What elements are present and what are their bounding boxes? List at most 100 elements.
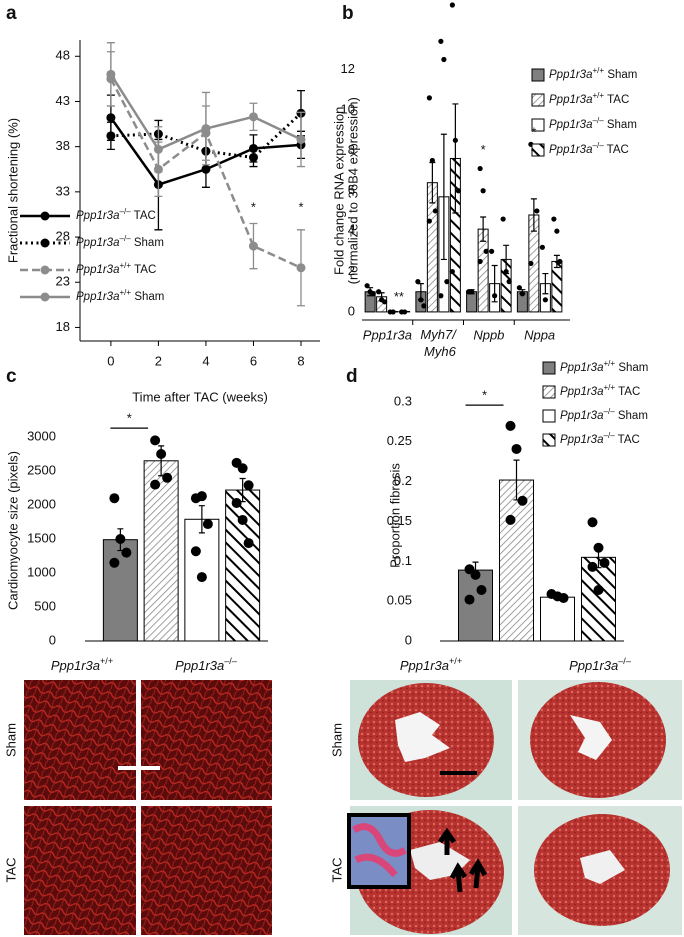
- data-point: [202, 519, 213, 530]
- row-label: Sham: [329, 723, 344, 757]
- x-tick-label: 6: [250, 353, 257, 368]
- annotation: **: [394, 289, 404, 304]
- legend-swatch: [531, 68, 545, 82]
- data-point: [557, 258, 563, 265]
- legend-swatch: [531, 143, 545, 157]
- micrograph: [141, 680, 272, 800]
- error-bar: [480, 216, 487, 242]
- y-tick-label: 12: [341, 61, 355, 76]
- x-tick-label: Myh7/ Myh6: [420, 327, 457, 359]
- data-point: [432, 208, 438, 214]
- x-tick-label: Nppa: [524, 327, 555, 342]
- arrow: [449, 862, 468, 893]
- data-point: [558, 592, 569, 603]
- data-point: [476, 585, 487, 596]
- legend-label: Ppp1r3a+/+ TAC: [549, 91, 629, 106]
- data-point: [231, 497, 242, 508]
- micrograph: [24, 806, 136, 935]
- y-tick-label: 33: [56, 183, 70, 198]
- data-point: [421, 303, 427, 309]
- legend-label: Ppp1r3a+/+ TAC: [560, 383, 640, 398]
- data-point: [196, 572, 207, 583]
- column-label: Ppp1r3a+/+: [400, 656, 462, 673]
- bar: [225, 489, 261, 642]
- data-point: [444, 279, 450, 285]
- y-tick-label: 3000: [27, 428, 56, 443]
- data-point: [429, 157, 435, 164]
- y-axis-label: Proportion fibrosis: [387, 463, 402, 568]
- x-tick-label: 2: [155, 353, 162, 368]
- data-point: [150, 479, 161, 490]
- annotation: *: [531, 124, 536, 139]
- data-point: [506, 279, 512, 285]
- data-point: [449, 268, 455, 275]
- data-point: [516, 285, 522, 291]
- data-point: [237, 463, 248, 474]
- y-axis-label: (normalized to 36B4 expression): [345, 97, 360, 284]
- data-point: [109, 557, 120, 568]
- data-point: [519, 291, 525, 297]
- muscle-micrographs: Ppp1r3a+/+ Ppp1r3a–/– Sham TAC: [3, 656, 272, 935]
- data-point: [477, 258, 483, 265]
- legend-label: Ppp1r3a–/– TAC: [76, 207, 156, 222]
- data-point: [500, 216, 506, 222]
- annotation: *: [127, 411, 132, 426]
- bar: [466, 291, 478, 313]
- ventricle: [570, 715, 612, 760]
- y-tick-label: 43: [56, 93, 70, 108]
- panel-label: d: [346, 366, 358, 387]
- y-tick-label: 0: [348, 303, 355, 318]
- bar: [551, 260, 563, 313]
- data-point: [587, 561, 598, 572]
- data-point: [449, 2, 455, 8]
- y-tick-label: 8: [348, 142, 355, 157]
- bar: [143, 460, 179, 642]
- legend-swatch: [531, 118, 545, 132]
- y-tick-label: 2: [348, 263, 355, 278]
- row-label: Sham: [3, 723, 18, 757]
- inset-tissue: [352, 823, 407, 878]
- y-tick-label: 1000: [27, 564, 56, 579]
- legend-marker: [40, 265, 50, 275]
- legend-marker: [40, 211, 50, 221]
- data-point: [587, 517, 598, 528]
- legend-label: Ppp1r3a+/+ Sham: [76, 288, 164, 303]
- data-point: [469, 289, 475, 295]
- data-point: [511, 443, 522, 454]
- data-point: [150, 435, 161, 446]
- data-point: [492, 293, 498, 299]
- error-bar: [452, 103, 459, 214]
- data-point: [599, 557, 610, 568]
- column-label: Ppp1r3a–/–: [569, 656, 632, 673]
- data-point: [528, 260, 534, 267]
- y-tick-label: 6: [348, 182, 355, 197]
- annotation: *: [482, 388, 487, 403]
- y-tick-label: 38: [56, 138, 70, 153]
- data-point: [455, 188, 461, 194]
- y-tick-label: 0.2: [394, 473, 412, 488]
- data-point: [551, 216, 557, 222]
- y-tick-label: 48: [56, 48, 70, 63]
- y-tick-label: 1500: [27, 530, 56, 545]
- data-point: [480, 188, 486, 194]
- marker: [296, 134, 306, 144]
- y-tick-label: 0: [405, 632, 412, 647]
- marker: [296, 263, 306, 273]
- data-point: [505, 420, 516, 431]
- legend-swatch: [542, 385, 556, 399]
- marker: [201, 124, 211, 134]
- y-tick-label: 10: [341, 101, 355, 116]
- error-bar: [530, 198, 537, 232]
- data-point: [477, 165, 483, 172]
- data-point: [196, 491, 207, 502]
- bar: [540, 596, 575, 642]
- bar: [581, 556, 616, 642]
- marker: [248, 241, 258, 251]
- error-bar: [198, 505, 205, 534]
- y-tick-label: 0.25: [387, 433, 412, 448]
- micrograph: [141, 806, 272, 935]
- legend-label: Ppp1r3a–/– TAC: [549, 141, 629, 156]
- y-tick-label: 0.3: [394, 393, 412, 408]
- panel-label: c: [6, 366, 17, 387]
- x-tick-label: Ppp1r3a: [363, 327, 412, 342]
